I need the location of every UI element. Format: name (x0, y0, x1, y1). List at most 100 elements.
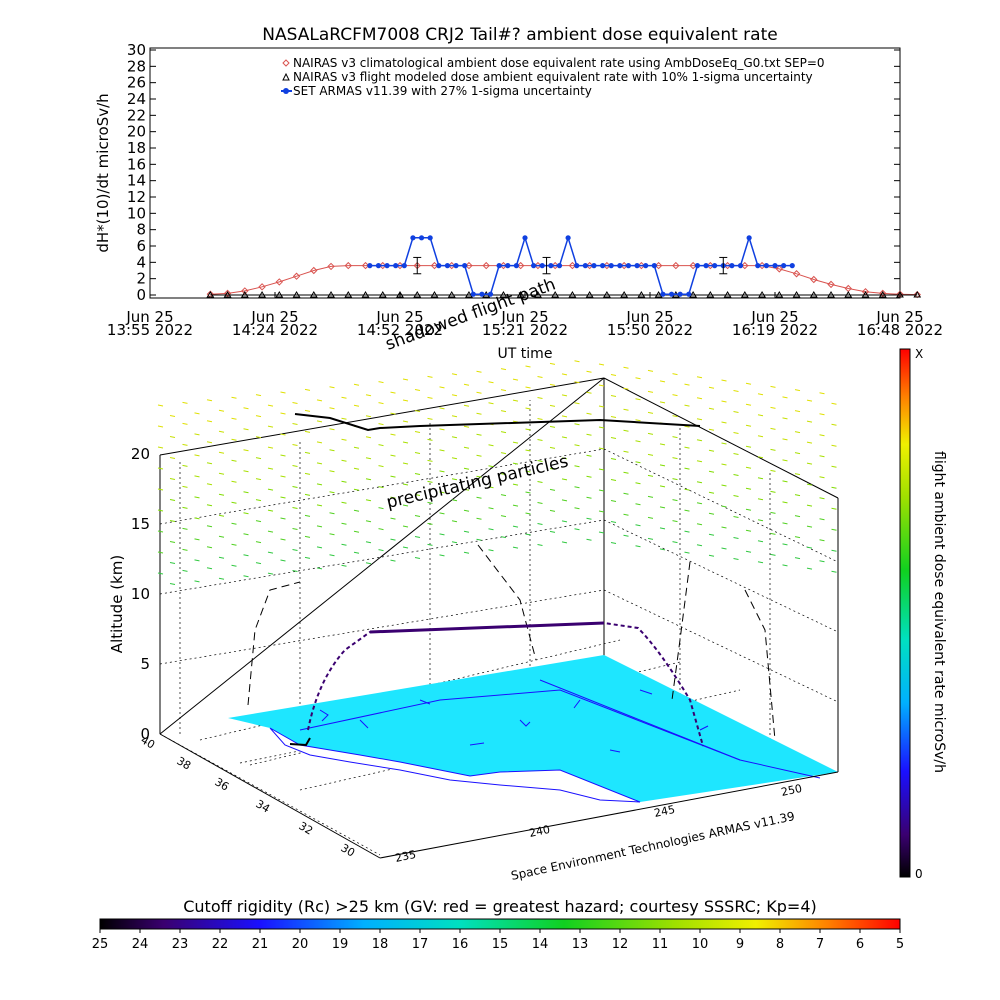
y-tick-label: 30 (127, 41, 146, 59)
data-point (654, 291, 663, 298)
lat-tick-label: 30 (339, 841, 358, 859)
particle-mark (659, 401, 666, 404)
particle-mark (635, 440, 641, 443)
particle-mark (684, 551, 690, 554)
lon-tick-label: 250 (780, 782, 803, 799)
particle-mark (231, 417, 237, 420)
particle-mark (451, 373, 458, 376)
particle-mark (476, 496, 482, 499)
data-point (531, 263, 537, 269)
data-point (548, 263, 554, 269)
x-tick-label-time: 14:52 2022 (357, 321, 443, 339)
data-point (689, 291, 697, 298)
particle-mark (782, 543, 788, 546)
particle-mark (231, 564, 237, 567)
particle-mark (623, 387, 629, 390)
particle-mark (439, 554, 445, 557)
particle-mark (672, 520, 678, 523)
particle-mark (390, 475, 396, 478)
particle-mark (721, 505, 727, 508)
particle-mark (806, 420, 813, 423)
particle-mark (610, 500, 617, 502)
particle-mark (390, 496, 396, 499)
data-point (789, 263, 795, 269)
particle-mark (353, 530, 360, 533)
particle-mark (794, 389, 801, 392)
particle-mark (488, 507, 494, 510)
particle-mark (329, 554, 335, 557)
particle-mark (451, 415, 458, 418)
data-point (703, 263, 709, 269)
particle-mark (292, 444, 298, 446)
particle-mark (549, 530, 556, 533)
particle-mark (316, 462, 323, 465)
particle-mark (647, 474, 654, 477)
y-tick-label: 8 (136, 221, 146, 239)
particle-mark (280, 433, 286, 436)
particle-mark (378, 423, 384, 426)
particle-mark (255, 457, 262, 460)
particle-mark (194, 475, 200, 478)
particle-mark (561, 541, 568, 544)
particle-mark (390, 517, 396, 520)
particle-mark (500, 515, 507, 518)
particle-mark (488, 444, 494, 447)
particle-mark (451, 394, 458, 397)
particle-mark (623, 408, 629, 411)
particle-mark (745, 424, 752, 427)
particle-mark (267, 446, 274, 449)
particle-mark (378, 549, 384, 552)
data-point (206, 291, 215, 298)
particle-mark (427, 396, 433, 399)
particle-mark (414, 389, 421, 391)
y-tick-label: 10 (127, 204, 146, 222)
legend-item-nairas-climatological: NAIRAS v3 climatological ambient dose eq… (282, 56, 825, 70)
data-point (384, 263, 390, 269)
particle-mark (206, 504, 213, 507)
particle-mark (414, 473, 421, 475)
particle-mark (267, 572, 274, 575)
dose-rate-colorbar: X 0 flight ambient dose equivalent rate … (899, 347, 947, 881)
particle-mark (231, 543, 237, 546)
x-tick-label-date: Jun 25 (625, 308, 673, 326)
data-point (879, 289, 887, 298)
particle-mark (782, 501, 788, 504)
rigidity-tick-label: 24 (132, 937, 149, 952)
particle-mark (304, 556, 311, 559)
particle-mark (255, 394, 262, 397)
data-point (327, 262, 335, 271)
data-point (729, 263, 735, 269)
particle-mark (451, 499, 458, 502)
particle-mark (708, 554, 715, 557)
chart-title: NASALaRCFM7008 CRJ2 Tail#? ambient dose … (262, 25, 777, 45)
particle-mark (696, 376, 703, 379)
particle-mark (304, 409, 311, 412)
particle-mark (414, 431, 421, 433)
legend: NAIRAS v3 climatological ambient dose eq… (281, 56, 825, 98)
lon-tick-label: 240 (528, 823, 551, 840)
y-axis-label: dH*(10)/dt microSv/h (94, 93, 112, 252)
particle-mark (782, 459, 788, 462)
particle-mark (414, 410, 421, 412)
data-point (436, 263, 442, 269)
particle-mark (733, 558, 739, 560)
particle-mark (831, 402, 837, 405)
particle-mark (218, 535, 225, 538)
particle-mark (329, 386, 335, 389)
particle-mark (635, 461, 641, 464)
particle-mark (316, 420, 323, 423)
particle-mark (206, 441, 213, 444)
x-tick-label-date: Jun 25 (875, 308, 923, 326)
particle-mark (819, 560, 825, 563)
particle-mark (831, 444, 837, 447)
particle-mark (708, 491, 715, 494)
particle-mark (476, 433, 482, 436)
x-tick-label-time: 16:48 2022 (857, 321, 943, 339)
particle-mark (439, 428, 445, 431)
particle-mark (378, 507, 384, 510)
particle-mark (623, 513, 629, 516)
circle-marker-icon (283, 88, 289, 94)
particle-mark (476, 391, 482, 394)
particle-mark (525, 491, 531, 494)
plot-marks (206, 235, 922, 299)
